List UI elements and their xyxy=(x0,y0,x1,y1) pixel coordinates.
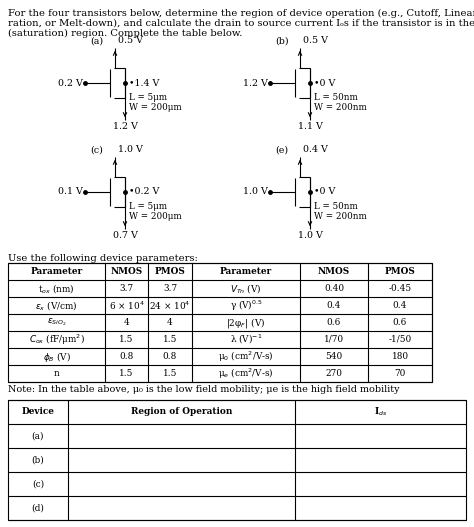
Text: Use the following device parameters:: Use the following device parameters: xyxy=(8,254,198,263)
Text: W = 200μm: W = 200μm xyxy=(129,212,182,221)
Text: NMOS: NMOS xyxy=(110,267,143,276)
Text: 1.2 V: 1.2 V xyxy=(243,79,268,87)
Text: 70: 70 xyxy=(394,369,406,378)
Text: W = 200nm: W = 200nm xyxy=(314,103,367,112)
Text: 0.6: 0.6 xyxy=(327,318,341,327)
Text: •0 V: •0 V xyxy=(314,188,336,197)
Text: $\varepsilon_x$ (V/cm): $\varepsilon_x$ (V/cm) xyxy=(35,299,78,312)
Text: 0.4: 0.4 xyxy=(393,301,407,310)
Text: 0.8: 0.8 xyxy=(163,352,177,361)
Text: (c): (c) xyxy=(90,146,103,155)
Text: I$_{ds}$: I$_{ds}$ xyxy=(374,406,387,418)
Text: 4: 4 xyxy=(124,318,129,327)
Text: 1.5: 1.5 xyxy=(119,369,134,378)
Text: (a): (a) xyxy=(90,37,103,46)
Text: 24 × 10$^4$: 24 × 10$^4$ xyxy=(149,299,191,311)
Text: 0.7 V: 0.7 V xyxy=(112,231,137,240)
Text: n: n xyxy=(54,369,59,378)
Text: 1.0 V: 1.0 V xyxy=(118,145,143,154)
Text: -0.45: -0.45 xyxy=(388,284,411,293)
Text: (c): (c) xyxy=(32,480,44,489)
Text: 0.4 V: 0.4 V xyxy=(303,145,328,154)
Text: $V_{Tn}$ (V): $V_{Tn}$ (V) xyxy=(230,282,262,295)
Text: L = 50nm: L = 50nm xyxy=(314,93,358,102)
Text: 180: 180 xyxy=(392,352,409,361)
Text: •1.4 V: •1.4 V xyxy=(129,79,159,87)
Text: PMOS: PMOS xyxy=(384,267,415,276)
Text: 1.1 V: 1.1 V xyxy=(298,122,322,131)
Text: μ$_e$ (cm$^2$/V-s): μ$_e$ (cm$^2$/V-s) xyxy=(218,366,274,380)
Text: Parameter: Parameter xyxy=(30,267,82,276)
Text: $\phi_B$ (V): $\phi_B$ (V) xyxy=(43,349,71,364)
Text: Device: Device xyxy=(21,407,55,416)
Text: 0.5 V: 0.5 V xyxy=(118,36,143,45)
Text: 540: 540 xyxy=(325,352,343,361)
Text: 0.8: 0.8 xyxy=(119,352,134,361)
Text: L = 5μm: L = 5μm xyxy=(129,202,167,211)
Text: 0.40: 0.40 xyxy=(324,284,344,293)
Text: (b): (b) xyxy=(275,37,289,46)
Text: 0.2 V: 0.2 V xyxy=(58,79,83,87)
Text: t$_{ox}$ (nm): t$_{ox}$ (nm) xyxy=(38,282,75,295)
Text: Parameter: Parameter xyxy=(220,267,272,276)
Text: 4: 4 xyxy=(167,318,173,327)
Text: 0.4: 0.4 xyxy=(327,301,341,310)
Text: $C_{ox}$ (fF/μm$^2$): $C_{ox}$ (fF/μm$^2$) xyxy=(28,333,84,347)
Text: 0.6: 0.6 xyxy=(393,318,407,327)
Bar xyxy=(8,400,466,520)
Text: 270: 270 xyxy=(326,369,343,378)
Text: 1/70: 1/70 xyxy=(324,335,344,344)
Text: ration, or Melt-down), and calculate the drain to source current Iₒs if the tran: ration, or Melt-down), and calculate the… xyxy=(8,19,474,28)
Text: $\varepsilon_{SiO_2}$: $\varepsilon_{SiO_2}$ xyxy=(46,317,66,328)
Text: •0.2 V: •0.2 V xyxy=(129,188,159,197)
Text: 0.5 V: 0.5 V xyxy=(303,36,328,45)
Text: 0.1 V: 0.1 V xyxy=(58,188,83,197)
Text: For the four transistors below, determine the region of device operation (e.g., : For the four transistors below, determin… xyxy=(8,9,474,18)
Text: γ (V)$^{0.5}$: γ (V)$^{0.5}$ xyxy=(229,298,263,313)
Text: |2φ$_F$| (V): |2φ$_F$| (V) xyxy=(227,316,265,329)
Text: L = 50nm: L = 50nm xyxy=(314,202,358,211)
Text: 1.0 V: 1.0 V xyxy=(298,231,322,240)
Text: (d): (d) xyxy=(32,503,45,512)
Bar xyxy=(8,263,432,382)
Text: 1.5: 1.5 xyxy=(163,369,177,378)
Text: (saturation) region. Complete the table below.: (saturation) region. Complete the table … xyxy=(8,29,242,38)
Text: μ$_0$ (cm$^2$/V-s): μ$_0$ (cm$^2$/V-s) xyxy=(218,349,274,364)
Text: 3.7: 3.7 xyxy=(119,284,134,293)
Text: 1.5: 1.5 xyxy=(163,335,177,344)
Text: 1.2 V: 1.2 V xyxy=(112,122,137,131)
Text: •0 V: •0 V xyxy=(314,79,336,87)
Text: λ (V)$^{-1}$: λ (V)$^{-1}$ xyxy=(230,333,262,346)
Text: 6 × 10$^4$: 6 × 10$^4$ xyxy=(109,299,145,311)
Text: (a): (a) xyxy=(32,432,44,441)
Text: Region of Operation: Region of Operation xyxy=(131,407,232,416)
Text: W = 200nm: W = 200nm xyxy=(314,212,367,221)
Text: PMOS: PMOS xyxy=(155,267,185,276)
Text: (b): (b) xyxy=(32,455,45,464)
Text: 3.7: 3.7 xyxy=(163,284,177,293)
Text: (e): (e) xyxy=(275,146,288,155)
Text: 1.5: 1.5 xyxy=(119,335,134,344)
Text: Note: In the table above, μ₀ is the low field mobility; μe is the high field mob: Note: In the table above, μ₀ is the low … xyxy=(8,385,400,394)
Text: 1.0 V: 1.0 V xyxy=(243,188,268,197)
Text: L = 5μm: L = 5μm xyxy=(129,93,167,102)
Text: -1/50: -1/50 xyxy=(388,335,411,344)
Text: W = 200μm: W = 200μm xyxy=(129,103,182,112)
Text: NMOS: NMOS xyxy=(318,267,350,276)
